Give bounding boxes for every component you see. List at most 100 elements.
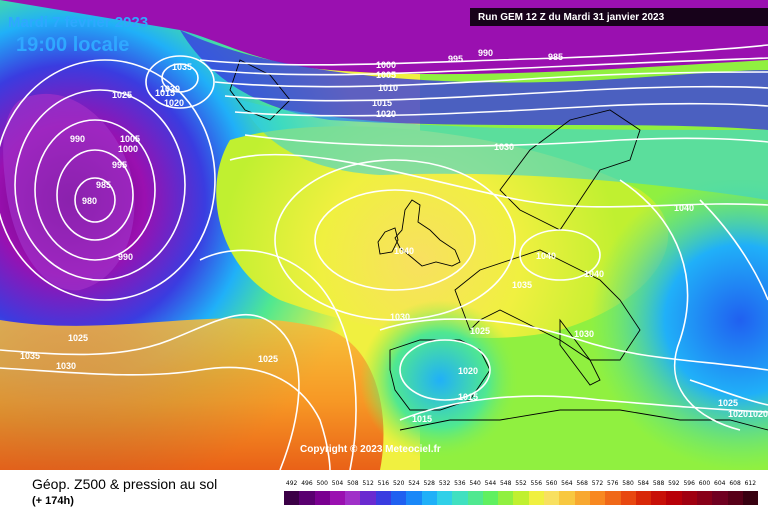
scale-label: 580 [622, 480, 634, 487]
scale-label: 536 [454, 480, 466, 487]
isobar-label: 1025 [470, 326, 490, 336]
scale-label: 496 [301, 480, 313, 487]
coastline-greenland [229, 59, 291, 121]
isobar-label: 1020 [728, 409, 748, 419]
isobar-label: 1025 [718, 398, 738, 408]
isobar-label: 990 [118, 252, 133, 262]
isobar [274, 159, 516, 321]
scale-swatch [712, 491, 728, 505]
scale-label: 492 [285, 480, 298, 487]
isobar-label: 990 [478, 48, 493, 58]
isobar [209, 57, 768, 76]
coastline-north-africa [399, 409, 768, 431]
isobar [224, 85, 768, 102]
scale-swatch [375, 491, 392, 505]
scale-label: 600 [698, 480, 711, 487]
scale-swatch [284, 491, 300, 505]
scale-swatch [482, 491, 499, 505]
scale-swatch [681, 491, 698, 505]
scale-label: 572 [591, 480, 604, 487]
scale-swatch [329, 491, 346, 505]
scale-swatch [452, 491, 468, 505]
isobar [74, 177, 116, 223]
header-bar [470, 8, 768, 26]
scale-swatch [697, 491, 713, 505]
scale-swatch [620, 491, 636, 505]
scale-swatch [436, 491, 453, 505]
isobar-label: 1005 [120, 134, 140, 144]
scale-label: 588 [652, 480, 665, 487]
forecast-date: Mardi 7 février 2023 [8, 14, 149, 31]
scale-label: 540 [469, 480, 481, 487]
scale-swatch [666, 491, 682, 505]
scale-label: 608 [729, 480, 741, 487]
isobar-label: 1035 [20, 351, 40, 361]
legend-title: Géop. Z500 & pression au sol [32, 476, 218, 492]
scale-swatch [574, 491, 590, 505]
scale-label: 500 [316, 480, 328, 487]
isobar [14, 89, 186, 281]
scale-label: 576 [607, 480, 619, 487]
scale-swatch [421, 491, 437, 505]
color-scale-labels: 492 496 500 504 508 512 516 520 524 528 532 536 540 5… [284, 480, 758, 490]
isobar-label: 1030 [494, 142, 514, 152]
isobar-label: 1040 [536, 251, 556, 261]
isobar [619, 179, 741, 431]
isobar-label: 1030 [160, 84, 180, 94]
isobar-label: 1035 [172, 62, 192, 72]
coastline-continent [454, 249, 641, 361]
isobar-label: 1000 [376, 60, 396, 70]
isobar-label: 1035 [512, 280, 532, 290]
scale-label: 516 [377, 480, 390, 487]
scale-swatch [605, 491, 621, 505]
isobar-label: 1025 [258, 354, 278, 364]
scale-label: 524 [408, 480, 420, 487]
scale-label: 520 [392, 480, 405, 487]
isobar-label: 1015 [412, 414, 432, 424]
isobars [0, 44, 768, 470]
scale-swatch [742, 491, 759, 505]
isobar-label: 1010 [378, 83, 398, 93]
isobar-label: 1030 [56, 361, 76, 371]
scale-label: 552 [515, 480, 527, 487]
scale-label: 504 [331, 480, 344, 487]
scale-label: 584 [637, 480, 650, 487]
scale-label: 604 [714, 480, 726, 487]
isobar-label: 1040 [584, 269, 604, 279]
scale-swatch [651, 491, 667, 505]
isobar-label: 1040 [394, 246, 414, 256]
scale-label: 508 [347, 480, 359, 487]
coastline-scandinavia [499, 109, 641, 231]
isobar [145, 55, 215, 109]
scale-swatch [314, 491, 330, 505]
scale-label: 548 [499, 480, 512, 487]
z500-shading-low-core [3, 93, 135, 291]
isobar-label: 1020 [748, 409, 768, 419]
isobar-label: 980 [82, 196, 97, 206]
scale-swatch [589, 491, 606, 505]
isobar [314, 189, 476, 291]
isobar [399, 395, 768, 421]
isobar [161, 63, 199, 93]
z500-shading-spain [360, 300, 520, 460]
color-scale-bar [284, 491, 759, 505]
isobar [229, 153, 768, 208]
isobar [199, 249, 357, 470]
scale-swatch [498, 491, 514, 505]
isobar [199, 44, 768, 66]
scale-swatch [727, 491, 743, 505]
isobar-label: 1025 [68, 333, 88, 343]
scale-swatch [467, 491, 483, 505]
coastline-ireland [377, 227, 399, 255]
isobar-label: 1015 [372, 98, 392, 108]
scale-swatch [528, 491, 545, 505]
scale-label: 592 [668, 480, 680, 487]
run-info: Run GEM 12 Z du Mardi 31 janvier 2023 [478, 12, 665, 23]
scale-label: 528 [423, 480, 435, 487]
scale-label: 532 [438, 480, 451, 487]
isobar-label: 990 [70, 134, 85, 144]
scale-swatch [299, 491, 315, 505]
isobar [699, 199, 768, 301]
z500-shading-southwest [0, 318, 384, 470]
